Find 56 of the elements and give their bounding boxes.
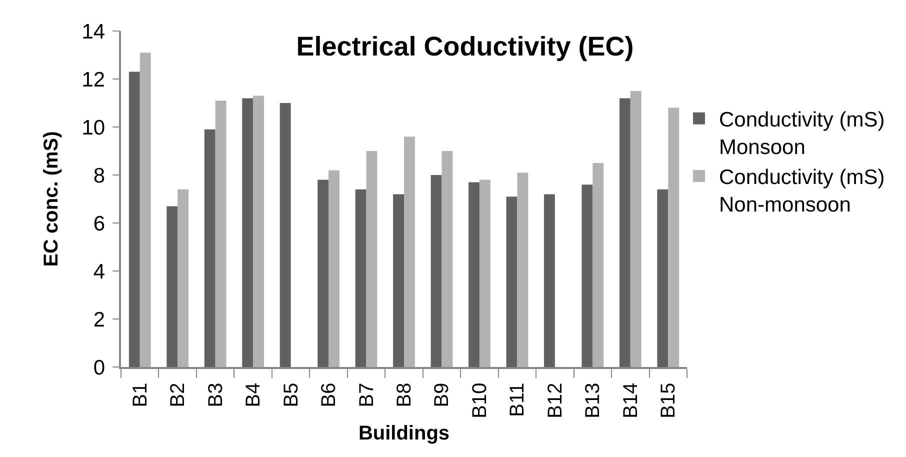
x-axis-title: Buildings	[358, 422, 450, 444]
bar	[582, 184, 593, 367]
bar	[280, 103, 291, 367]
bar	[204, 129, 216, 367]
bar	[430, 175, 442, 367]
y-tick-label: 10	[82, 116, 106, 140]
bar	[166, 206, 178, 367]
bar	[468, 182, 480, 367]
x-tick-label: B4	[242, 382, 265, 408]
bar	[592, 163, 604, 367]
x-tick-label: B3	[204, 382, 227, 408]
bar	[140, 52, 151, 367]
x-tick-label: B7	[356, 382, 378, 408]
x-tick-label: B8	[394, 382, 416, 408]
bar	[328, 170, 340, 367]
y-tick-label: 6	[93, 212, 106, 236]
x-tick-label: B14	[620, 382, 642, 418]
legend-label: Conductivity (mS) Monsoon	[719, 108, 885, 159]
x-tick-label: B1	[129, 382, 152, 408]
bar	[393, 194, 404, 367]
bar	[668, 108, 680, 367]
bar	[178, 189, 189, 367]
y-tick-label: 12	[82, 68, 106, 92]
bar	[355, 189, 366, 367]
bar	[506, 196, 518, 367]
bar	[517, 172, 528, 367]
y-tick-label: 8	[93, 164, 106, 188]
x-tick-label: B15	[658, 382, 680, 418]
bar	[544, 194, 555, 367]
y-axis-title: EC conc. (mS)	[40, 131, 63, 267]
x-tick-label: B9	[431, 382, 454, 408]
bar	[479, 180, 490, 367]
bar	[619, 98, 630, 367]
bar	[630, 91, 642, 367]
bar	[253, 96, 264, 367]
bar	[128, 72, 140, 367]
x-tick-label: B12	[544, 382, 566, 418]
legend-label: Conductivity (mS) Non-monsoon	[719, 166, 885, 216]
x-tick-label: B10	[468, 382, 491, 418]
bar	[404, 136, 415, 367]
y-tick-label: 14	[82, 20, 106, 44]
x-tick-label: B5	[280, 382, 302, 408]
chart-title: Electrical Coductivity (EC)	[296, 31, 634, 62]
y-tick-label: 4	[93, 260, 106, 284]
x-tick-label: B11	[506, 382, 529, 417]
y-tick-label: 0	[93, 356, 106, 380]
bar	[442, 151, 453, 367]
bar	[366, 151, 378, 367]
x-tick-label: B2	[167, 382, 190, 408]
bar	[242, 98, 254, 367]
x-tick-label: B6	[318, 382, 340, 408]
bar	[318, 180, 329, 367]
x-tick-label: B13	[582, 382, 604, 418]
bar	[657, 189, 668, 367]
y-tick-label: 2	[93, 308, 106, 332]
bar	[215, 100, 226, 367]
